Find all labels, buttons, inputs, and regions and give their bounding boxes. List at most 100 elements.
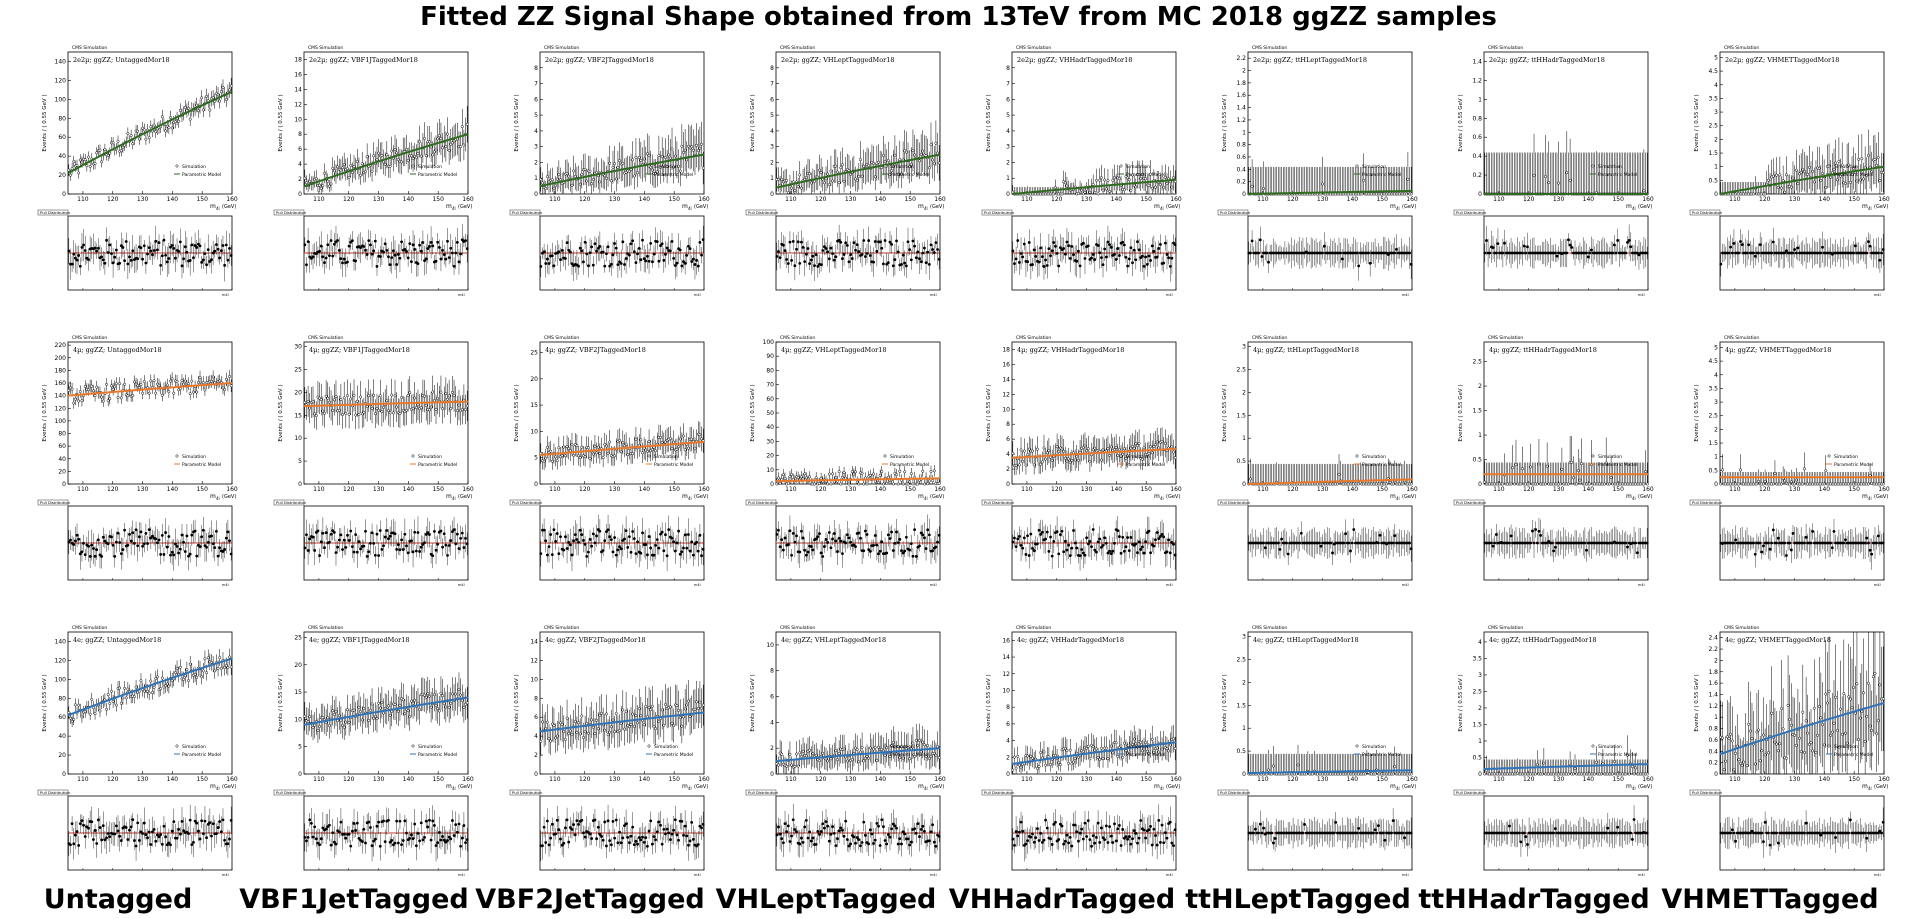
pull-point bbox=[137, 535, 141, 539]
pull-label-box bbox=[509, 209, 541, 216]
y-tick-label: 0 bbox=[1714, 191, 1718, 198]
pull-point bbox=[613, 536, 617, 539]
data-point bbox=[1098, 178, 1102, 182]
x-axis-label-unit: (GeV) bbox=[1874, 204, 1888, 210]
pull-point bbox=[147, 246, 151, 250]
data-point bbox=[434, 407, 438, 411]
pull-point bbox=[562, 548, 566, 552]
pull-point bbox=[213, 546, 217, 550]
data-point bbox=[604, 176, 608, 180]
legend-simulation: Simulation bbox=[418, 454, 442, 460]
data-point bbox=[108, 397, 112, 401]
pull-point bbox=[1585, 251, 1588, 255]
data-point bbox=[867, 164, 871, 167]
pull-point bbox=[205, 263, 208, 267]
pull-point bbox=[119, 552, 123, 555]
pull-point bbox=[1503, 241, 1506, 245]
pull-point bbox=[131, 249, 135, 253]
pull-point bbox=[429, 241, 433, 244]
pull-point bbox=[803, 260, 807, 264]
pull-point bbox=[87, 544, 90, 548]
pull-point bbox=[559, 258, 562, 262]
x-tick-label: 110 bbox=[1257, 196, 1269, 203]
data-point bbox=[211, 96, 215, 100]
data-point bbox=[614, 177, 618, 181]
data-point bbox=[87, 155, 90, 159]
pull-point bbox=[1853, 244, 1857, 248]
pull-point bbox=[134, 528, 138, 532]
y-tick-label: 100 bbox=[55, 96, 67, 103]
legend-simulation: Simulation bbox=[418, 164, 442, 170]
y-tick-label: 40 bbox=[58, 456, 66, 463]
data-point bbox=[808, 172, 812, 176]
pull-point bbox=[660, 242, 664, 246]
pull-point bbox=[1045, 264, 1049, 267]
pull-point bbox=[136, 544, 140, 548]
data-point bbox=[1860, 157, 1864, 161]
pull-point bbox=[373, 553, 377, 557]
pull-x-label: m4l bbox=[1874, 293, 1881, 297]
y-tick-label: 15 bbox=[530, 402, 538, 409]
x-tick-label: 130 bbox=[609, 486, 621, 493]
y-axis-label: Events / ( 0.55 GeV ) bbox=[1222, 94, 1228, 151]
pull-point bbox=[96, 538, 100, 542]
pull-point bbox=[695, 540, 699, 544]
x-axis-label-unit: (GeV) bbox=[222, 204, 236, 210]
data-point bbox=[457, 403, 461, 407]
pull-point bbox=[1491, 246, 1495, 250]
pull-point bbox=[428, 245, 431, 248]
pull-point bbox=[811, 254, 815, 258]
pull-point bbox=[662, 549, 666, 553]
x-tick-label: 110 bbox=[1493, 196, 1505, 203]
pull-point bbox=[901, 253, 905, 257]
data-point bbox=[385, 153, 389, 157]
y-tick-label: 0 bbox=[62, 191, 66, 198]
data-point bbox=[187, 382, 190, 386]
x-tick-label: 140 bbox=[875, 196, 887, 203]
x-axis-label: m bbox=[1154, 203, 1160, 210]
pull-point bbox=[142, 542, 146, 546]
data-point bbox=[323, 171, 326, 175]
pull-point bbox=[447, 256, 451, 260]
pull-point bbox=[608, 535, 612, 539]
pull-point bbox=[393, 253, 397, 257]
pull-point bbox=[221, 244, 225, 247]
data-point bbox=[201, 108, 205, 112]
pull-point bbox=[1155, 255, 1159, 259]
pull-point bbox=[175, 545, 179, 548]
data-point bbox=[347, 412, 351, 416]
pull-label: Pull Distribution bbox=[40, 500, 71, 505]
data-point bbox=[393, 148, 397, 151]
data-point bbox=[650, 168, 654, 172]
y-tick-label: 60 bbox=[58, 443, 66, 450]
y-tick-label: 8 bbox=[298, 131, 302, 138]
pull-point bbox=[316, 529, 320, 533]
data-point bbox=[136, 384, 140, 387]
pull-point bbox=[73, 256, 77, 260]
y-axis-label: Events / ( 0.55 GeV ) bbox=[1694, 94, 1700, 151]
data-point bbox=[188, 392, 192, 396]
pull-point bbox=[896, 250, 900, 254]
pull-point bbox=[1050, 249, 1054, 253]
pull-point bbox=[206, 248, 210, 252]
pull-point bbox=[931, 248, 935, 251]
y-tick-label: 80 bbox=[58, 115, 66, 122]
data-point bbox=[891, 165, 895, 168]
pull-point bbox=[419, 249, 423, 253]
data-point bbox=[203, 388, 207, 392]
data-point bbox=[813, 179, 816, 183]
pull-x-label: m4l bbox=[222, 293, 229, 297]
data-point bbox=[308, 179, 312, 183]
pull-point bbox=[80, 550, 84, 554]
y-tick-label: 1.6 bbox=[1236, 92, 1246, 99]
data-point bbox=[1404, 192, 1408, 196]
data-point bbox=[370, 169, 374, 173]
pull-point bbox=[690, 540, 694, 544]
pull-point bbox=[305, 263, 308, 267]
data-point bbox=[164, 129, 168, 133]
pull-point bbox=[1588, 251, 1592, 255]
data-point bbox=[224, 98, 228, 102]
pull-point bbox=[201, 258, 205, 262]
data-point bbox=[365, 405, 369, 408]
